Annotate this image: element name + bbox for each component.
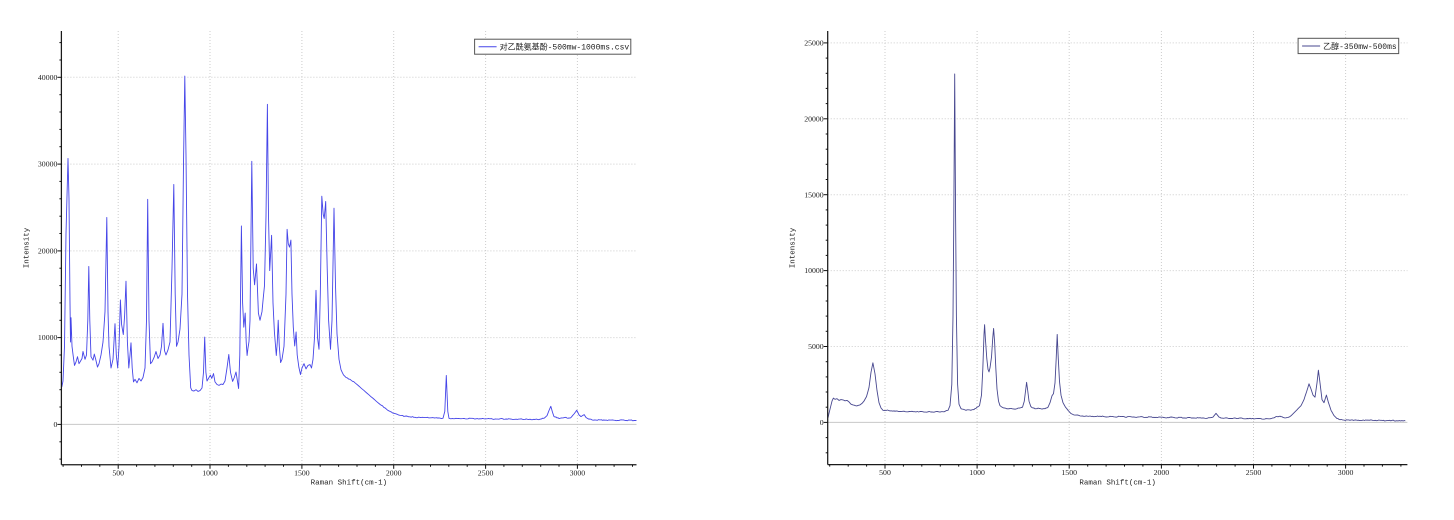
svg-text:1500: 1500 (1061, 468, 1077, 477)
svg-text:Intensity: Intensity (790, 227, 798, 268)
svg-text:对乙酰氨基酚-500mw-1000ms.csv: 对乙酰氨基酚-500mw-1000ms.csv (500, 42, 630, 53)
svg-text:Intensity: Intensity (23, 227, 31, 268)
svg-text:500: 500 (112, 468, 124, 477)
svg-text:乙醇-350mw-500ms: 乙醇-350mw-500ms (1323, 41, 1397, 52)
svg-text:5000: 5000 (808, 342, 824, 351)
svg-text:500: 500 (879, 468, 891, 477)
svg-text:3000: 3000 (1338, 468, 1354, 477)
svg-text:Raman Shift(cm-1): Raman Shift(cm-1) (1079, 480, 1156, 488)
svg-text:25000: 25000 (804, 39, 824, 48)
svg-text:40000: 40000 (38, 73, 58, 82)
svg-text:0: 0 (53, 420, 57, 429)
svg-text:2500: 2500 (1246, 468, 1262, 477)
svg-text:1500: 1500 (294, 468, 310, 477)
svg-text:Raman Shift(cm-1): Raman Shift(cm-1) (311, 480, 388, 488)
svg-text:20000: 20000 (804, 114, 824, 123)
svg-text:10000: 10000 (38, 333, 58, 342)
svg-text:30000: 30000 (38, 160, 58, 169)
svg-text:2000: 2000 (386, 468, 402, 477)
svg-text:0: 0 (820, 418, 824, 427)
svg-text:1000: 1000 (969, 468, 985, 477)
svg-text:2500: 2500 (478, 468, 494, 477)
svg-text:10000: 10000 (804, 266, 824, 275)
svg-text:1000: 1000 (202, 468, 218, 477)
svg-text:3000: 3000 (570, 468, 586, 477)
svg-text:20000: 20000 (38, 247, 58, 256)
svg-text:15000: 15000 (804, 190, 824, 199)
svg-text:2000: 2000 (1154, 468, 1170, 477)
